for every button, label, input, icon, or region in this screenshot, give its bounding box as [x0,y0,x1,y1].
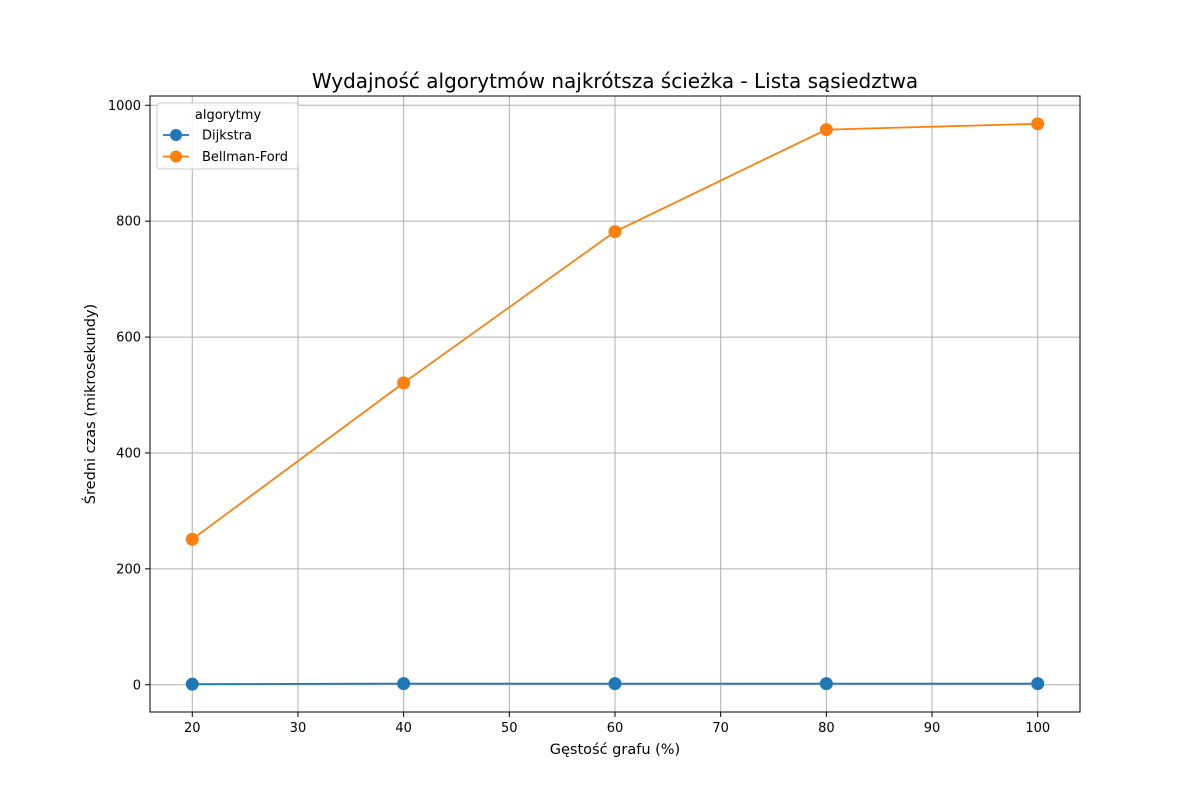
x-tick-label: 100 [1025,721,1050,736]
data-point [819,677,833,691]
legend-entry-label: Dijkstra [202,129,252,144]
legend: algorytmy Dijkstra Bellman-Ford [156,102,299,170]
x-tick-label: 50 [501,721,518,736]
legend-box [156,102,299,170]
y-tick-label: 200 [116,562,141,577]
legend-entry-label: Bellman-Ford [202,150,288,165]
data-point [1031,117,1045,131]
y-tick-label: 0 [133,678,141,693]
data-point [185,532,199,546]
legend-marker [170,129,182,141]
x-tick-label: 30 [290,721,307,736]
legend-items: Dijkstra Bellman-Ford [163,129,288,165]
y-tick-label: 600 [116,331,141,346]
data-point [819,123,833,137]
x-tick-label: 80 [818,721,835,736]
y-tick-label: 400 [116,446,141,461]
legend-title: algorytmy [195,108,262,123]
data-point [397,376,411,390]
y-tick-label: 1000 [108,99,141,114]
data-point [1031,677,1045,691]
x-axis-label: Gęstość grafu (%) [550,742,680,758]
y-tick-label: 800 [116,215,141,230]
x-tick-label: 20 [184,721,201,736]
y-axis-label: Średni czas (mikrosekundy) [81,304,99,504]
data-point [397,677,411,691]
legend-marker [170,150,182,163]
x-tick-label: 60 [607,721,624,736]
x-tick-label: 40 [395,721,412,736]
data-point [185,677,199,691]
x-tick-label: 90 [924,721,941,736]
x-tick-label: 70 [712,721,729,736]
data-point [608,677,622,691]
series-layer [185,117,1045,691]
data-point [608,225,622,239]
chart-title: Wydajność algorytmów najkrótsza ścieżka … [312,69,918,93]
